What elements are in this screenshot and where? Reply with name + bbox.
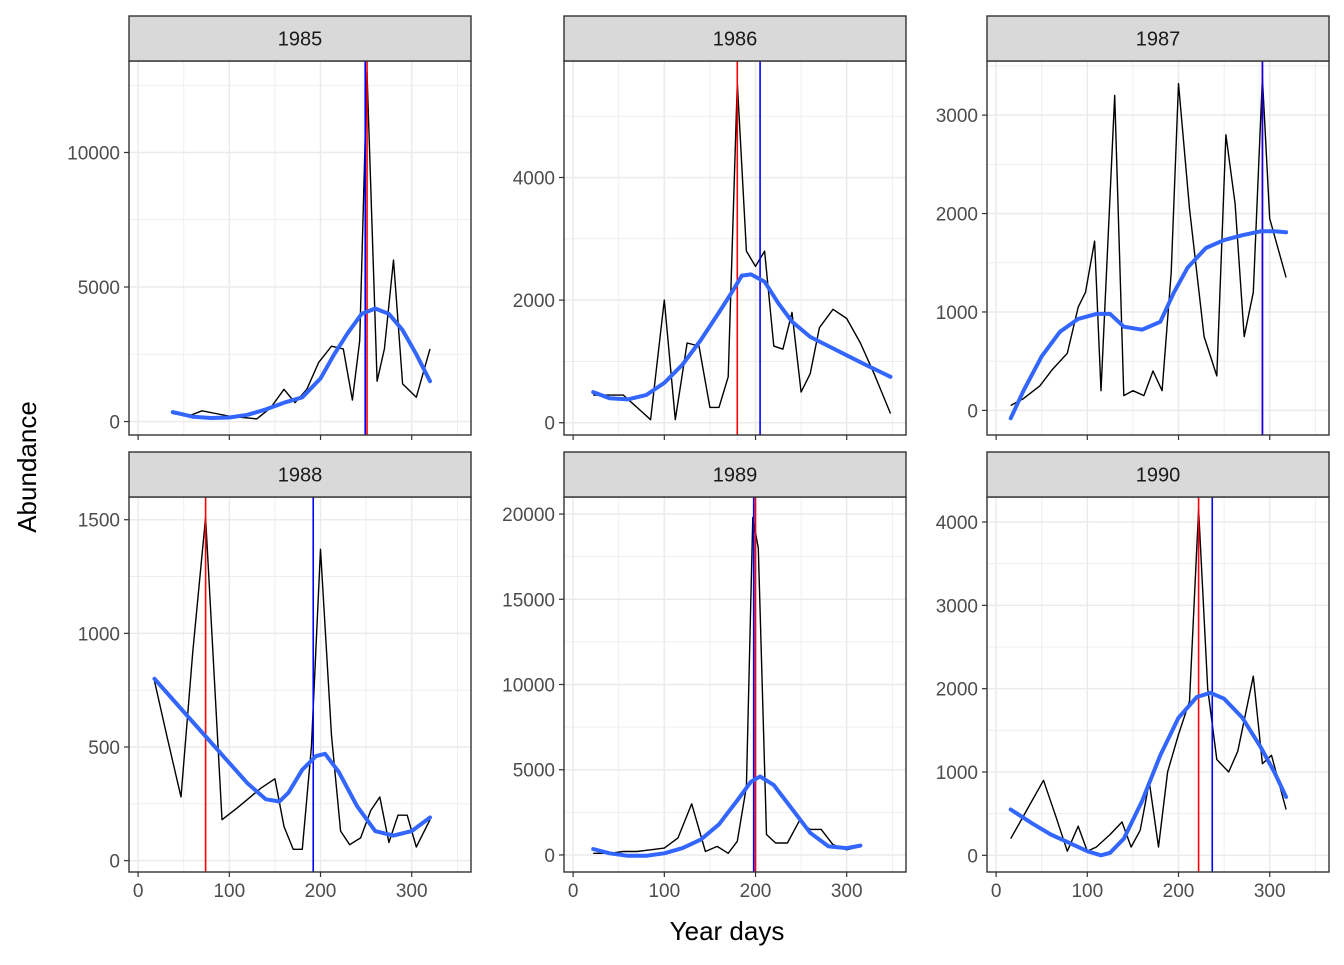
y-axis-title: Abundance [12,401,42,533]
y-tick-label: 5000 [78,278,120,299]
gridlines [987,61,1329,435]
facet-strip-label: 1986 [713,29,758,51]
facet-strip-label: 1987 [1136,29,1181,51]
panel-1989: 1989 0 5000 10000 15000 20000 0 100 200 300 [502,451,907,902]
y-tick-label: 0 [544,414,555,435]
panel-background [987,61,1329,435]
y-tick-label: 1000 [78,624,120,645]
facet-strip [986,451,1330,498]
y-tick-label: 10000 [502,676,555,697]
y-tick-label: 4000 [936,513,978,534]
panel-1985: 1985 0 5000 10000 [67,15,472,440]
facet-strip-label: 1989 [713,465,758,487]
panel-1988: 1988 0 500 1000 1500 0 100 200 300 [78,451,472,902]
y-tick-label: 4000 [513,168,555,189]
smooth-curve [152,676,432,838]
x-tick-label: 0 [991,881,1002,902]
x-tick-label: 100 [213,881,245,902]
facet-strip-label: 1990 [1136,465,1181,487]
y-tick-label: 0 [109,852,120,873]
y-tick-label: 0 [967,401,978,422]
gridlines [129,61,471,435]
x-tick-label: 300 [396,881,428,902]
panel-background [564,61,906,435]
y-tick-label: 10000 [67,143,120,164]
smooth-curve [170,306,432,420]
x-tick-label: 100 [1071,881,1103,902]
gridlines [129,497,471,872]
x-tick-label: 200 [740,881,772,902]
gridlines [987,497,1329,872]
panel-background [987,497,1329,872]
x-tick-label: 0 [133,881,144,902]
x-tick-label: 200 [305,881,337,902]
gridlines [564,61,906,435]
facet-strip-label: 1988 [278,465,323,487]
y-tick-label: 1000 [936,303,978,324]
smooth-curve [591,774,863,858]
observed-line [593,516,861,854]
panel-1990: 1990 0 1000 2000 3000 4000 0 100 200 300 [936,451,1330,902]
facet-strip [128,451,472,498]
y-tick-label: 1000 [936,763,978,784]
x-tick-label: 300 [831,881,863,902]
observed-line [1010,508,1287,852]
facet-strip [986,15,1330,62]
observed-line [1010,76,1287,407]
y-tick-label: 5000 [513,761,555,782]
smooth-curve [591,272,893,402]
y-tick-label: 0 [544,846,555,867]
facet-strip-label: 1985 [278,29,323,51]
panel-background [129,61,471,435]
x-tick-label: 0 [568,881,579,902]
x-tick-label: 200 [1163,881,1195,902]
y-tick-label: 3000 [936,106,978,127]
panel-1987: 1987 0 1000 2000 3000 [936,15,1330,440]
y-tick-label: 500 [88,738,120,759]
y-tick-label: 3000 [936,596,978,617]
gridlines [564,497,906,872]
x-tick-label: 100 [648,881,680,902]
facet-strip [563,451,907,498]
y-tick-label: 15000 [502,590,555,611]
y-tick-label: 0 [967,846,978,867]
y-tick-label: 20000 [502,505,555,526]
smooth-curve [1008,690,1289,858]
facet-strip [128,15,472,62]
panel-1986: 1986 0 2000 4000 [513,15,907,440]
observed-line [172,71,431,420]
x-tick-label: 300 [1254,881,1286,902]
y-tick-label: 1500 [78,511,120,532]
y-tick-label: 2000 [936,680,978,701]
x-axis-title: Year days [670,916,785,946]
smooth-curve [1008,229,1289,421]
facet-strip [563,15,907,62]
observed-line [593,81,892,421]
y-tick-label: 0 [109,413,120,434]
y-tick-label: 2000 [513,291,555,312]
panel-background [129,497,471,872]
y-tick-label: 2000 [936,205,978,226]
